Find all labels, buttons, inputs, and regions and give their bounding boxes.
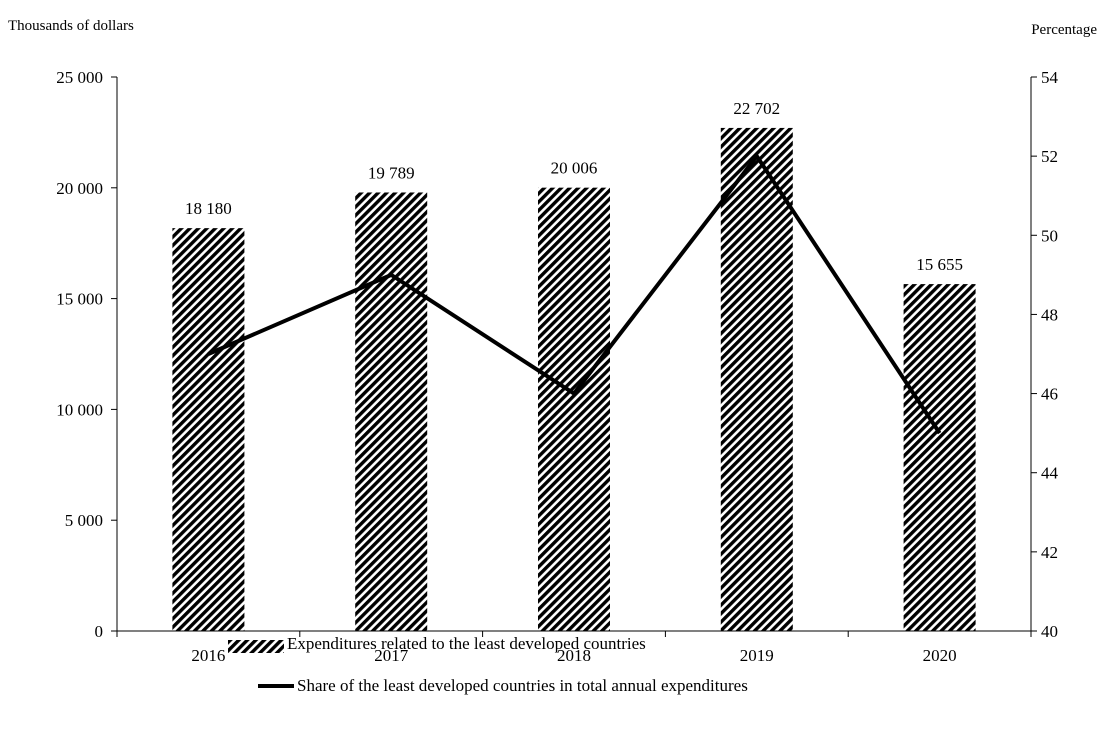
x-axis-tick-label: 2017 <box>374 646 409 665</box>
axes-layer: 0 5 000 10 000 15 000 20 000 25 000 40 42 44 46 48… <box>56 68 1058 665</box>
x-axis-tick-label: 2020 <box>923 646 957 665</box>
left-axis-tick-label: 15 000 <box>56 290 103 309</box>
bar <box>172 228 245 631</box>
right-axis-tick-label: 48 <box>1041 305 1058 324</box>
right-axis-tick-label: 42 <box>1041 543 1058 562</box>
legend-bar-swatch <box>228 638 284 653</box>
left-axis-tick-label: 5 000 <box>65 511 103 530</box>
right-axis-tick-label: 40 <box>1041 622 1058 641</box>
bar-value-label: 22 702 <box>733 99 780 118</box>
bar-value-label: 20 006 <box>551 159 598 178</box>
line-layer <box>207 152 942 435</box>
x-axis-tick-label: 2016 <box>191 646 225 665</box>
bar <box>903 284 976 631</box>
left-axis-tick-label: 25 000 <box>56 68 103 87</box>
bar-value-label: 18 180 <box>185 199 232 218</box>
right-axis-title: Percentage <box>1031 22 1097 38</box>
x-axis-tick-label: 2019 <box>740 646 774 665</box>
right-axis-tick-label: 46 <box>1041 385 1058 404</box>
share-line <box>207 152 942 435</box>
left-axis-title: Thousands of dollars <box>8 18 134 34</box>
right-axis-tick-label: 54 <box>1041 68 1059 87</box>
left-axis-tick-label: 20 000 <box>56 179 103 198</box>
bars-layer: 18 180 19 789 20 006 22 702 15 655 <box>172 99 976 632</box>
legend-item-line: Share of the least developed countries i… <box>258 676 748 696</box>
legend-item-bars: Expenditures related to the least develo… <box>228 634 646 654</box>
x-axis-tick-label: 2018 <box>557 646 591 665</box>
left-axis-tick-label: 10 000 <box>56 400 103 419</box>
right-axis-tick-label: 50 <box>1041 226 1058 245</box>
bar-value-label: 15 655 <box>916 255 963 274</box>
chart-area: Thousands of dollars Percentage 18 180 19… <box>8 18 1097 665</box>
right-axis-tick-label: 44 <box>1041 464 1059 483</box>
right-axis-tick-label: 52 <box>1041 147 1058 166</box>
legend-label-bars: Expenditures related to the least develo… <box>287 634 646 653</box>
legend-line-swatch <box>258 684 294 688</box>
bar <box>538 187 610 631</box>
legend-label-line: Share of the least developed countries i… <box>297 676 748 695</box>
left-axis-tick-label: 0 <box>95 622 104 641</box>
bar <box>720 127 793 632</box>
bar-value-label: 19 789 <box>368 163 415 182</box>
bar <box>355 192 428 631</box>
